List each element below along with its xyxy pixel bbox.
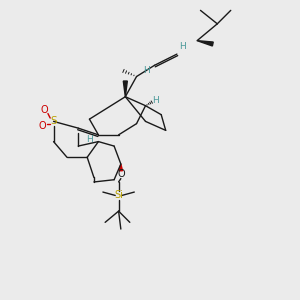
Polygon shape <box>119 164 122 171</box>
Text: O: O <box>41 105 48 115</box>
Text: H: H <box>152 96 159 105</box>
Polygon shape <box>197 40 213 46</box>
Text: H: H <box>179 42 186 51</box>
Text: H: H <box>86 135 93 144</box>
Text: Si: Si <box>114 190 123 200</box>
Text: S: S <box>50 116 57 126</box>
Text: O: O <box>117 169 125 179</box>
Text: H: H <box>143 66 150 75</box>
Text: O: O <box>38 121 46 131</box>
Polygon shape <box>123 81 127 97</box>
